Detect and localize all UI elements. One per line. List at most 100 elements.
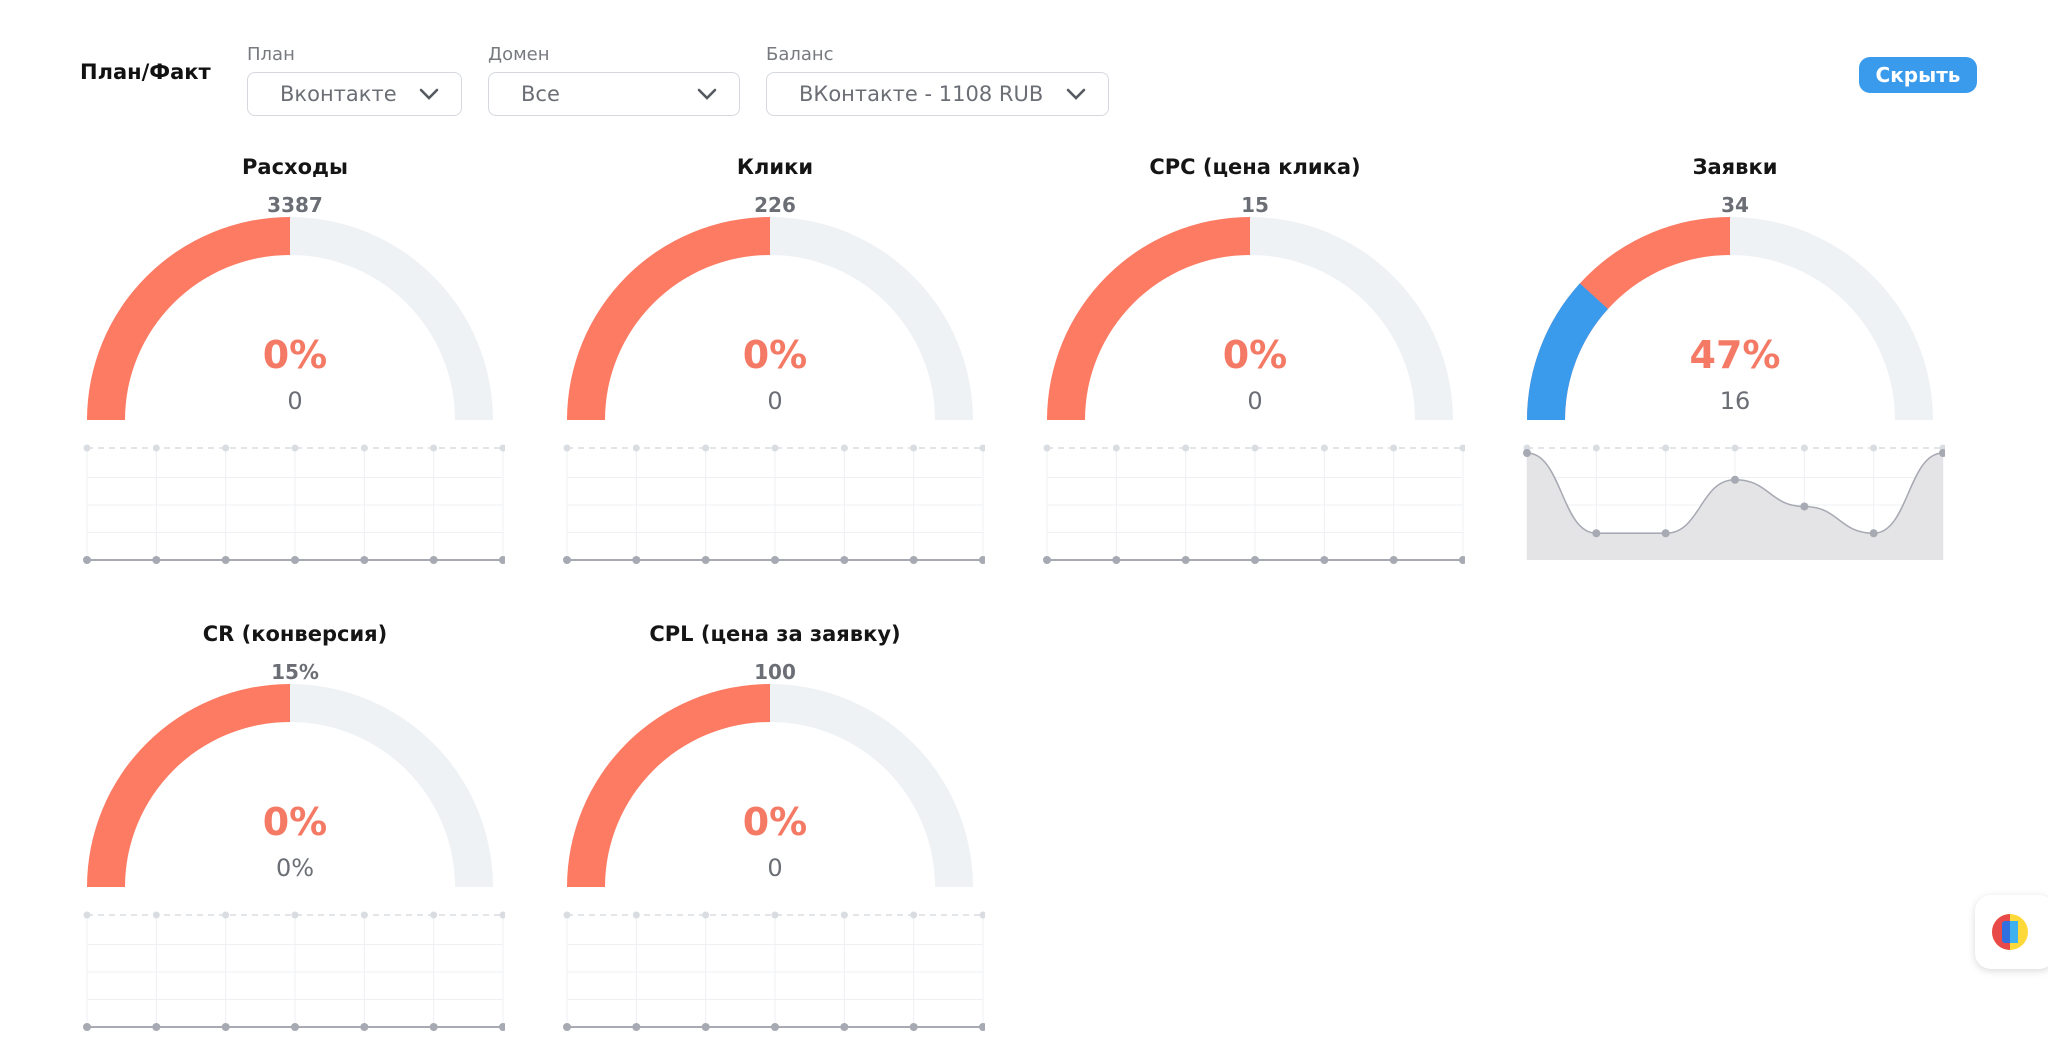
sparkline-point (221, 1023, 230, 1031)
gauge-track (290, 217, 493, 420)
gauge-track (770, 217, 973, 420)
sparkline-point (1459, 556, 1465, 564)
metric-plan-value: 15% (271, 660, 319, 684)
sparkline-point (429, 1023, 438, 1031)
filter-plan: План Вконтакте (247, 44, 462, 116)
metric-title: CPL (цена за заявку) (649, 622, 901, 646)
gauge-track (290, 684, 493, 887)
sparkline-point (771, 556, 779, 564)
metric-percent: 0% (1222, 333, 1288, 377)
sparkline-point (360, 556, 369, 564)
metric-fact-value: 0 (287, 387, 303, 415)
domain-select[interactable]: Все (488, 72, 740, 116)
sparkline-point (1389, 556, 1398, 564)
sparkline-point (360, 1023, 369, 1031)
gauge-chart (87, 684, 493, 887)
sparkline-point (1112, 556, 1121, 564)
domain-select-value: Все (521, 82, 560, 106)
sparkline-point (979, 1023, 985, 1031)
sparkline-point (909, 1023, 918, 1031)
page-title: План/Факт (80, 60, 211, 84)
sparkline-point (840, 1023, 849, 1031)
balance-select[interactable]: ВКонтакте - 1108 RUB (766, 72, 1109, 116)
sparkline-point (83, 1023, 91, 1031)
gauge-plan-arc (87, 684, 290, 887)
sparkline-point (632, 1023, 641, 1031)
chevron-down-icon (1066, 88, 1086, 100)
metric-percent: 0% (742, 800, 808, 844)
gauge-plan-arc (1047, 217, 1250, 420)
metric-percent: 0% (262, 800, 328, 844)
sparkline-point (1800, 502, 1809, 511)
app-logo-icon (1992, 914, 2028, 950)
sparkline-point (1661, 529, 1670, 538)
sparkline-point (83, 556, 91, 564)
filter-domain: Домен Все (488, 44, 740, 116)
filter-balance-label: Баланс (766, 44, 834, 65)
metric-plan-value: 34 (1721, 193, 1749, 217)
gauge-chart (567, 684, 973, 887)
metric-title: Расходы (242, 155, 348, 179)
sparkline-point (771, 1023, 779, 1031)
sparkline-point (979, 556, 985, 564)
metric-plan-value: 100 (754, 660, 796, 684)
sparkline-point (429, 556, 438, 564)
sparkline-point (840, 556, 849, 564)
sparkline-point (221, 556, 230, 564)
gauge-chart (1047, 217, 1453, 420)
sparkline-point (1731, 475, 1739, 484)
metric-fact-value: 16 (1719, 387, 1751, 415)
sparkline-point (1320, 556, 1329, 564)
metric-percent: 0% (262, 333, 328, 377)
sparkline-point (1251, 556, 1259, 564)
sparkline-chart (83, 444, 505, 564)
metric-widget: Заявки 34 47% 16 (1515, 155, 1955, 595)
sparkline-point (701, 1023, 710, 1031)
gauge-track (770, 684, 973, 887)
metric-percent: 0% (742, 333, 808, 377)
sparkline-point (909, 556, 918, 564)
sparkline-point (152, 556, 161, 564)
gauge-chart (567, 217, 973, 420)
metric-title: CR (конверсия) (202, 622, 388, 646)
metric-widget: Клики 226 0% 0 (555, 155, 995, 595)
metric-fact-value: 0 (767, 854, 783, 882)
sparkline-point (1523, 449, 1531, 457)
assistant-button[interactable] (1975, 895, 2048, 969)
gauge-track (1250, 217, 1453, 420)
metric-title: Заявки (1692, 155, 1778, 179)
filter-domain-label: Домен (488, 44, 550, 65)
metric-widget: CR (конверсия) 15% 0% 0% (75, 622, 515, 1062)
sparkline-point (291, 556, 299, 564)
gauge-fact-arc (1527, 283, 1608, 420)
sparkline-chart (563, 911, 985, 1031)
metric-fact-value: 0 (767, 387, 783, 415)
sparkline-point (1939, 449, 1945, 457)
metric-title: CPC (цена клика) (1149, 155, 1361, 179)
gauge-chart (1527, 217, 1933, 420)
sparkline-point (499, 1023, 505, 1031)
metric-fact-value: 0% (275, 854, 315, 882)
metric-widget: CPL (цена за заявку) 100 0% 0 (555, 622, 995, 1062)
sparkline-point (563, 1023, 571, 1031)
gauge-plan-arc (567, 217, 770, 420)
gauge-chart (87, 217, 493, 420)
metric-plan-value: 3387 (267, 193, 323, 217)
sparkline-chart (563, 444, 985, 564)
sparkline-point (152, 1023, 161, 1031)
sparkline-point (499, 556, 505, 564)
filter-plan-label: План (247, 44, 295, 65)
metric-widget: Расходы 3387 0% 0 (75, 155, 515, 595)
gauge-plan-arc (567, 684, 770, 887)
sparkline-point (1869, 529, 1878, 538)
sparkline-point (632, 556, 641, 564)
plan-select-value: Вконтакте (280, 82, 397, 106)
chevron-down-icon (419, 88, 439, 100)
hide-button[interactable]: Скрыть (1859, 57, 1977, 93)
balance-select-value: ВКонтакте - 1108 RUB (799, 82, 1044, 106)
sparkline-chart (83, 911, 505, 1031)
gauge-plan-arc (87, 217, 290, 420)
plan-select[interactable]: Вконтакте (247, 72, 462, 116)
metric-fact-value: 0 (1247, 387, 1263, 415)
metric-widget: CPC (цена клика) 15 0% 0 (1035, 155, 1475, 595)
